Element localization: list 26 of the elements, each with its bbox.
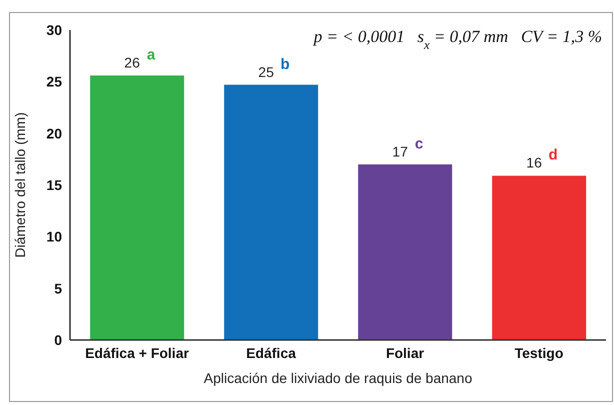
annotation: d: [548, 146, 558, 164]
y-tick-label: 10: [46, 228, 62, 245]
y-tick-label: 5: [54, 280, 62, 296]
data-label: 26: [124, 54, 140, 70]
y-tick-label: 25: [46, 74, 62, 90]
bar: [492, 176, 586, 340]
bar: [358, 164, 452, 340]
x-tick-label: Edáfica + Foliar: [85, 344, 190, 361]
data-label: 25: [258, 64, 274, 80]
bar: [90, 75, 184, 340]
x-tick-label: Foliar: [386, 344, 425, 361]
x-tick-label: Testigo: [514, 344, 564, 361]
y-axis-title: Diámetro del tallo (mm): [12, 112, 28, 258]
bar: [224, 84, 318, 340]
data-label: 17: [392, 143, 408, 160]
annotation: b: [280, 56, 290, 73]
x-tick-label: Edáfica: [246, 344, 296, 361]
annotation: p = < 0,0001 s$_{x}$ = 0,07 mm CV = 1,3 %: [312, 27, 602, 52]
y-tick-label: 0: [54, 332, 62, 348]
data-label: 16: [526, 154, 542, 171]
x-axis-title: Aplicación de lixiviado de raquis de banano: [204, 370, 472, 386]
y-tick-label: 15: [46, 176, 62, 193]
y-tick-label: 20: [46, 125, 62, 142]
y-tick-label: 30: [46, 22, 62, 38]
annotation: c: [414, 135, 424, 152]
annotation: a: [146, 46, 156, 64]
